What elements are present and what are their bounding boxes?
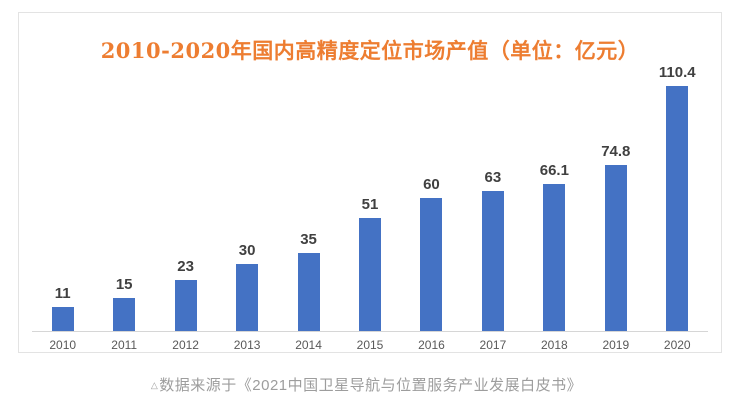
bar-column-2015: 51 [339, 196, 400, 331]
x-axis-tick: 2015 [356, 338, 384, 352]
bar-column-2017: 63 [462, 169, 523, 331]
bar-value-label: 30 [238, 242, 256, 259]
bar-column-2018: 66.1 [524, 162, 585, 331]
bar [236, 264, 259, 331]
x-axis-tick: 2017 [479, 338, 507, 352]
source-caption: △数据来源于《2021中国卫星导航与位置服务产业发展白皮书》 [0, 374, 733, 395]
bar-value-label: 11 [54, 285, 71, 302]
bar [51, 307, 74, 331]
x-axis-tick: 2014 [295, 338, 322, 352]
bar [604, 165, 627, 331]
bar-value-label: 74.8 [601, 143, 631, 160]
source-caption-text: 数据来源于《2021中国卫星导航与位置服务产业发展白皮书》 [159, 377, 583, 394]
triangle-marker-icon: △ [150, 380, 159, 390]
bar-column-2010: 11 [32, 285, 93, 331]
x-axis-tick: 2013 [233, 338, 261, 352]
bar-value-label: 51 [361, 196, 379, 213]
bar-column-2016: 60 [401, 176, 462, 331]
x-axis-tick: 2019 [602, 338, 630, 352]
bar-column-2014: 35 [278, 231, 339, 331]
bar-value-label: 15 [115, 276, 133, 293]
x-axis-tick: 2020 [663, 338, 691, 352]
bar-value-label: 35 [300, 231, 317, 248]
bar-column-2019: 74.8 [585, 143, 646, 331]
bar [666, 86, 689, 331]
bar-value-label: 60 [423, 176, 440, 193]
bar-value-label: 110.4 [658, 64, 696, 81]
bar-value-label: 66.1 [539, 162, 569, 179]
bar [420, 198, 443, 331]
bar-column-2011: 15 [93, 276, 154, 331]
x-axis-tick: 2018 [541, 338, 568, 352]
x-axis-tick: 2011 [111, 338, 138, 352]
bar-chart-plot-area: 11 15 23 30 35 51 60 63 66.1 74.8 110.4 [32, 64, 708, 332]
x-axis-tick: 2012 [172, 338, 199, 352]
bar [543, 184, 566, 331]
x-axis-tick: 2010 [49, 338, 77, 352]
bar [358, 218, 381, 331]
bar [297, 253, 320, 331]
bar-value-label: 63 [484, 169, 502, 186]
bar-column-2012: 23 [155, 258, 216, 331]
chart-title: 2010-2020年国内高精度定位市场产值（单位：亿元） [100, 38, 640, 63]
bar [113, 298, 136, 331]
bar [174, 280, 197, 331]
bar-value-label: 23 [177, 258, 194, 275]
bar-column-2013: 30 [216, 242, 277, 331]
x-axis-tick-labels: 2010 2011 2012 2013 2014 2015 2016 2017 2018 2019… [32, 332, 708, 352]
chart-frame: 2010-2020年国内高精度定位市场产值（单位：亿元） 11 15 23 30 35 5… [18, 12, 722, 353]
bar [481, 191, 504, 331]
x-axis-tick: 2016 [418, 338, 445, 352]
bar-column-2020: 110.4 [647, 64, 708, 331]
